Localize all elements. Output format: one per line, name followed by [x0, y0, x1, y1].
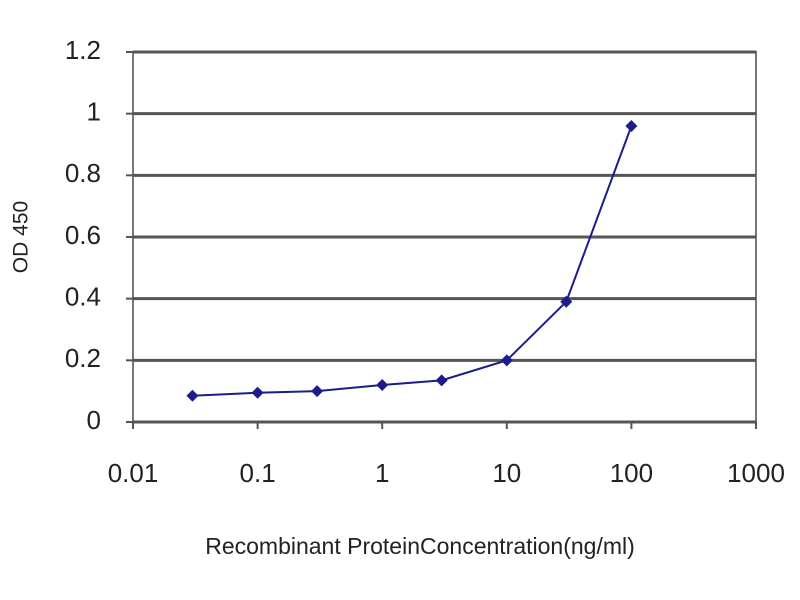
y-tick-label: 1.2	[65, 35, 101, 65]
data-point	[625, 120, 638, 132]
series-line	[192, 125, 633, 397]
data-point	[251, 386, 264, 399]
data-point	[435, 374, 448, 387]
y-tick-label: 1	[87, 97, 101, 127]
y-tick-label: 0.6	[65, 220, 101, 250]
y-axis-label: OD 450	[10, 201, 33, 273]
x-tick-label: 0.1	[240, 458, 276, 488]
x-tick-label: 0.01	[108, 458, 159, 488]
x-axis-label: Recombinant ProteinConcentration(ng/ml)	[205, 533, 635, 559]
y-tick-label: 0.8	[65, 158, 101, 188]
data-point	[186, 389, 199, 402]
x-tick-label: 1	[375, 458, 389, 488]
x-tick-label: 1000	[727, 458, 785, 488]
x-tick-label: 100	[610, 458, 653, 488]
y-tick-label: 0	[87, 405, 101, 435]
data-point	[560, 295, 573, 308]
x-tick-label: 10	[492, 458, 521, 488]
data-point	[376, 379, 389, 391]
data-point	[311, 385, 324, 398]
y-tick-label: 0.4	[65, 282, 101, 312]
y-tick-label: 0.2	[65, 343, 101, 373]
data-point	[500, 354, 513, 367]
